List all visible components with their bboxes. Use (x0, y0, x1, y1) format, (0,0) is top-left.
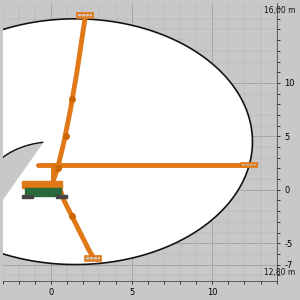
Bar (25, 188, 61, 196)
Text: 12,80 m: 12,80 m (264, 268, 295, 278)
Bar (241, 163, 257, 167)
Bar (77, 14, 93, 18)
Polygon shape (0, 19, 253, 265)
Bar (22, 195, 33, 198)
Text: 16,00 m: 16,00 m (264, 6, 295, 15)
Polygon shape (0, 142, 43, 209)
Bar (22, 181, 62, 188)
Bar (56, 195, 67, 198)
Bar (85, 256, 101, 261)
